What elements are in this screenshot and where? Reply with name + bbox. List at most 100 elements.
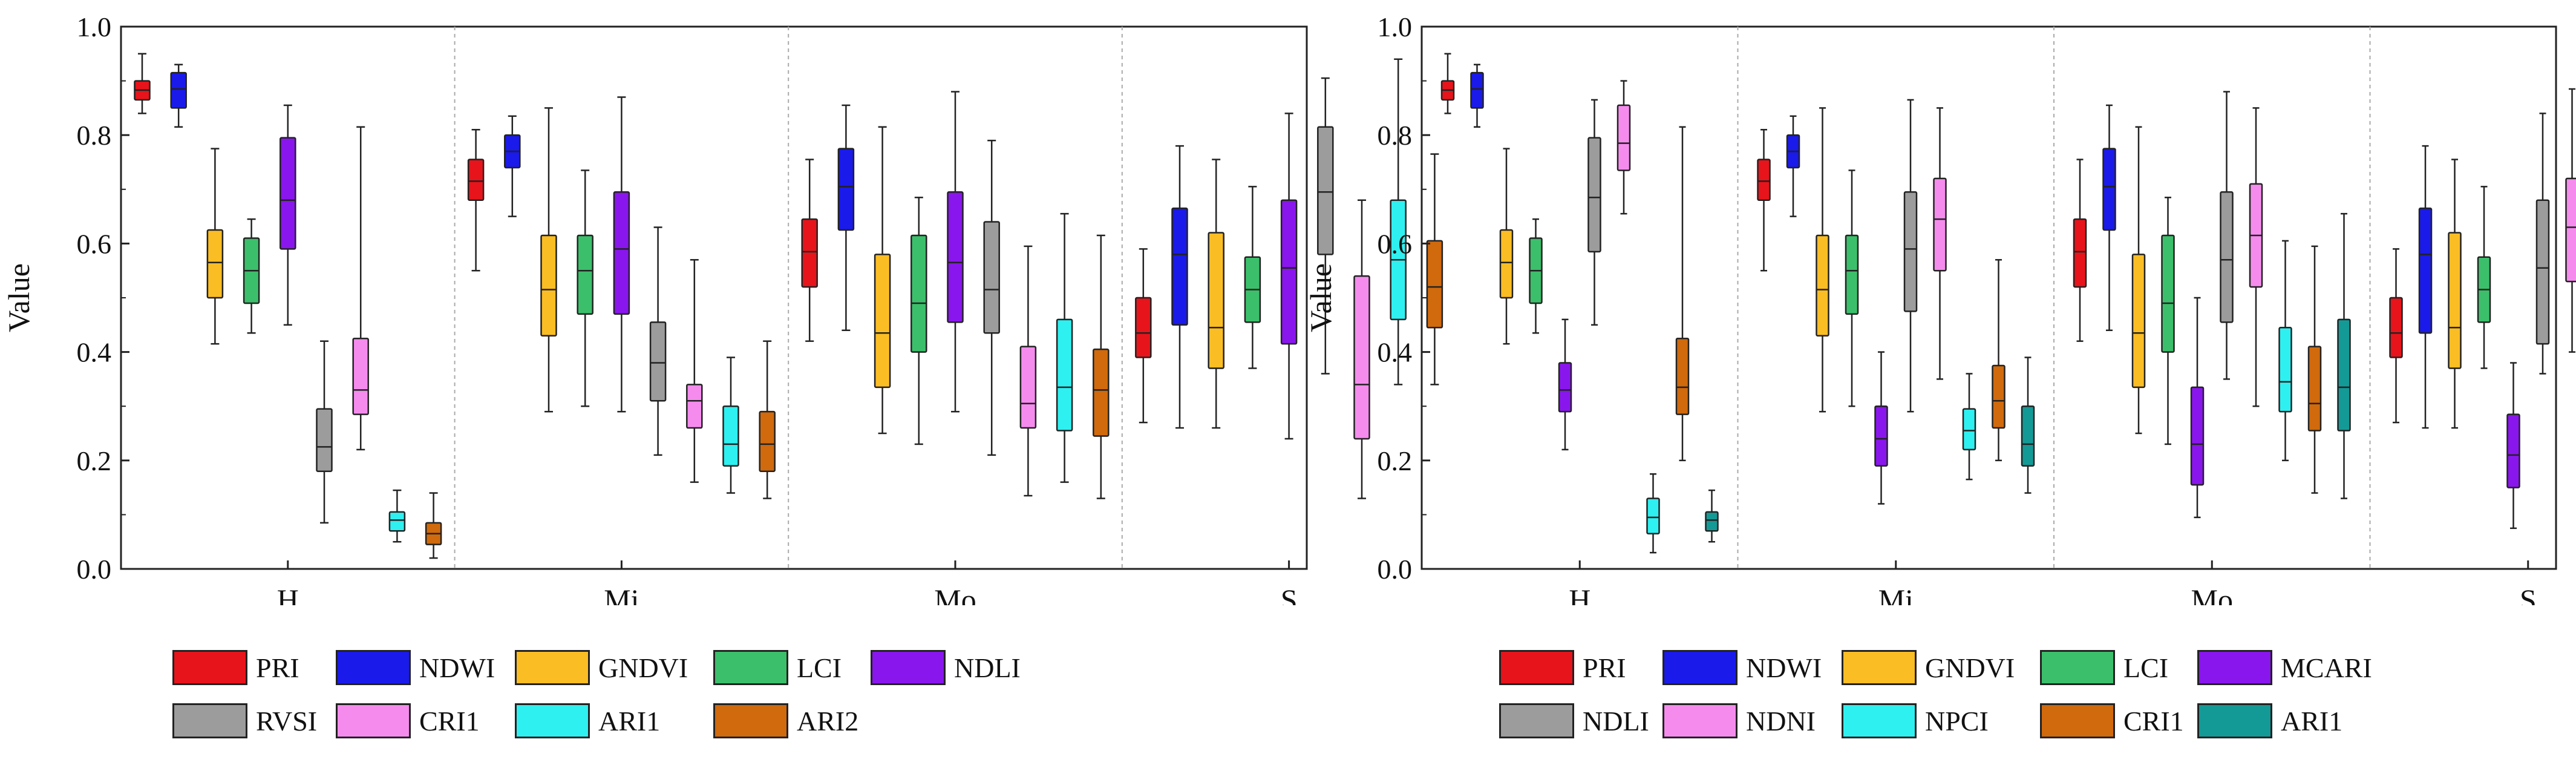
box-S-GNDVI <box>1208 232 1224 369</box>
legend-swatch <box>1499 703 1574 738</box>
x-tick-label-H: H <box>1569 583 1590 605</box>
legend-label: LCI <box>2123 652 2169 683</box>
x-tick-label-S: S <box>2520 583 2537 605</box>
legend-label: NPCI <box>1925 705 1989 737</box>
box-H-GNDVI <box>206 229 224 299</box>
box-H-RVSI <box>316 408 333 472</box>
box-Mo-RVSI <box>983 221 1000 334</box>
legend-item-ndwi: NDWI <box>336 649 515 686</box>
box-Mo-ARI1 <box>2337 318 2351 432</box>
legend-label: NDLI <box>1583 705 1649 737</box>
legend-swatch <box>172 650 247 685</box>
legend-item-mcari: MCARI <box>2197 649 2403 686</box>
legend-swatch <box>1842 703 1917 738</box>
legend-swatch <box>713 650 788 685</box>
legend-swatch <box>1842 650 1917 685</box>
box-Mo-PRI <box>2073 218 2087 288</box>
box-Mi-RVSI <box>649 321 667 402</box>
y-tick-label: 0.2 <box>77 445 112 476</box>
box-S-PRI <box>2389 297 2403 358</box>
y-tick-label: 0.4 <box>77 337 112 368</box>
legend-label: CRI1 <box>2123 705 2184 737</box>
box-Mo-NPCI <box>2278 327 2292 413</box>
y-tick-label: 0.8 <box>1378 120 1413 151</box>
x-tick-label-Mi: Mi <box>604 583 639 605</box>
box-Mi-LCI <box>1845 234 1859 315</box>
legend-label: PRI <box>256 652 299 683</box>
y-tick-label: 1.0 <box>77 11 112 42</box>
legend-label: GNDVI <box>598 652 688 683</box>
y-tick-label: 0.2 <box>1378 445 1413 476</box>
legend-swatch <box>515 650 590 685</box>
box-Mi-GNDVI <box>540 234 557 337</box>
box-Mo-PRI <box>801 218 818 288</box>
legend-item-ndwi: NDWI <box>1662 649 1842 686</box>
box-H-GNDVI <box>1499 229 1514 299</box>
legend-label: NDNI <box>1746 705 1816 737</box>
box-S-NDWI <box>1171 207 1188 326</box>
box-H-NDLI <box>1587 137 1601 253</box>
box-H-MCARI <box>1558 362 1572 413</box>
box-S-PRI <box>1135 297 1152 358</box>
y-tick-label: 0.6 <box>77 228 112 259</box>
plot-frame-0 <box>120 25 1308 570</box>
legend-label: GNDVI <box>1925 652 2015 683</box>
x-tick-label-Mo: Mo <box>2191 583 2233 605</box>
legend-right: PRI NDWI GNDVI LCI MCARI NDLI NDNI NPCI CRI1 ARI1 <box>1499 649 2403 740</box>
box-S-NDLI <box>2535 199 2550 345</box>
legend-swatch <box>336 703 411 738</box>
legend-label: NDWI <box>1746 652 1822 683</box>
legend-swatch <box>172 703 247 738</box>
box-Mo-CRI1 <box>1019 346 1037 429</box>
x-tick-label-H: H <box>277 583 299 605</box>
box-S-NDLI <box>1280 199 1298 345</box>
legend-label: MCARI <box>2281 652 2372 683</box>
legend-swatch <box>713 703 788 738</box>
box-S-NDNI <box>2565 177 2576 283</box>
box-Mi-CRI1 <box>1992 364 2006 429</box>
legend-swatch <box>871 650 946 685</box>
y-axis-label: Value <box>1304 263 1338 332</box>
x-tick-label-S: S <box>1281 583 1298 605</box>
box-H-NDNI <box>1617 104 1631 171</box>
legend-item-pri: PRI <box>1499 649 1662 686</box>
box-H-ARI1 <box>388 511 406 532</box>
legend-swatch <box>1662 703 1737 738</box>
box-Mi-LCI <box>577 234 593 315</box>
legend-item-cri1: CRI1 <box>336 702 515 740</box>
legend-label: CRI1 <box>419 705 480 737</box>
box-Mo-NDWI <box>837 148 855 231</box>
box-Mo-GNDVI <box>2131 254 2146 389</box>
legend-item-pri: PRI <box>172 649 336 686</box>
legend-item-gndvi: GNDVI <box>515 649 713 686</box>
box-Mi-GNDVI <box>1816 234 1829 337</box>
legend-swatch <box>2197 703 2272 738</box>
box-S-ARI2 <box>1426 240 1443 329</box>
box-H-CRI1 <box>1675 337 1690 415</box>
box-Mi-NDLI <box>613 191 630 315</box>
legend-item-rvsi: RVSI <box>172 702 336 740</box>
box-Mi-CRI1 <box>686 384 703 429</box>
box-Mi-NDNI <box>1933 177 1947 272</box>
box-Mi-PRI <box>467 159 485 201</box>
legend-item-npci: NPCI <box>1842 702 2040 740</box>
box-Mi-ARI2 <box>759 410 776 472</box>
box-Mo-CRI1 <box>2307 346 2322 432</box>
box-S-NDWI <box>2418 207 2433 334</box>
y-tick-label: 1.0 <box>1378 11 1413 42</box>
box-H-NPCI <box>1646 497 1660 535</box>
y-tick-label: 0.0 <box>1378 554 1413 585</box>
box-S-GNDVI <box>2448 232 2462 369</box>
box-S-MCARI <box>2506 413 2520 488</box>
box-Mo-NDLI <box>2220 191 2234 323</box>
box-H-NDWI <box>1470 71 1484 109</box>
legend-swatch <box>515 703 590 738</box>
legend-swatch <box>1499 650 1574 685</box>
box-Mo-ARI1 <box>1056 318 1073 432</box>
box-S-CRI1 <box>1353 275 1370 440</box>
legend-label: NDWI <box>419 652 495 683</box>
box-Mi-ARI1 <box>722 405 739 467</box>
legend-item-cri1: CRI1 <box>2040 702 2197 740</box>
box-Mi-PRI <box>1757 159 1771 201</box>
